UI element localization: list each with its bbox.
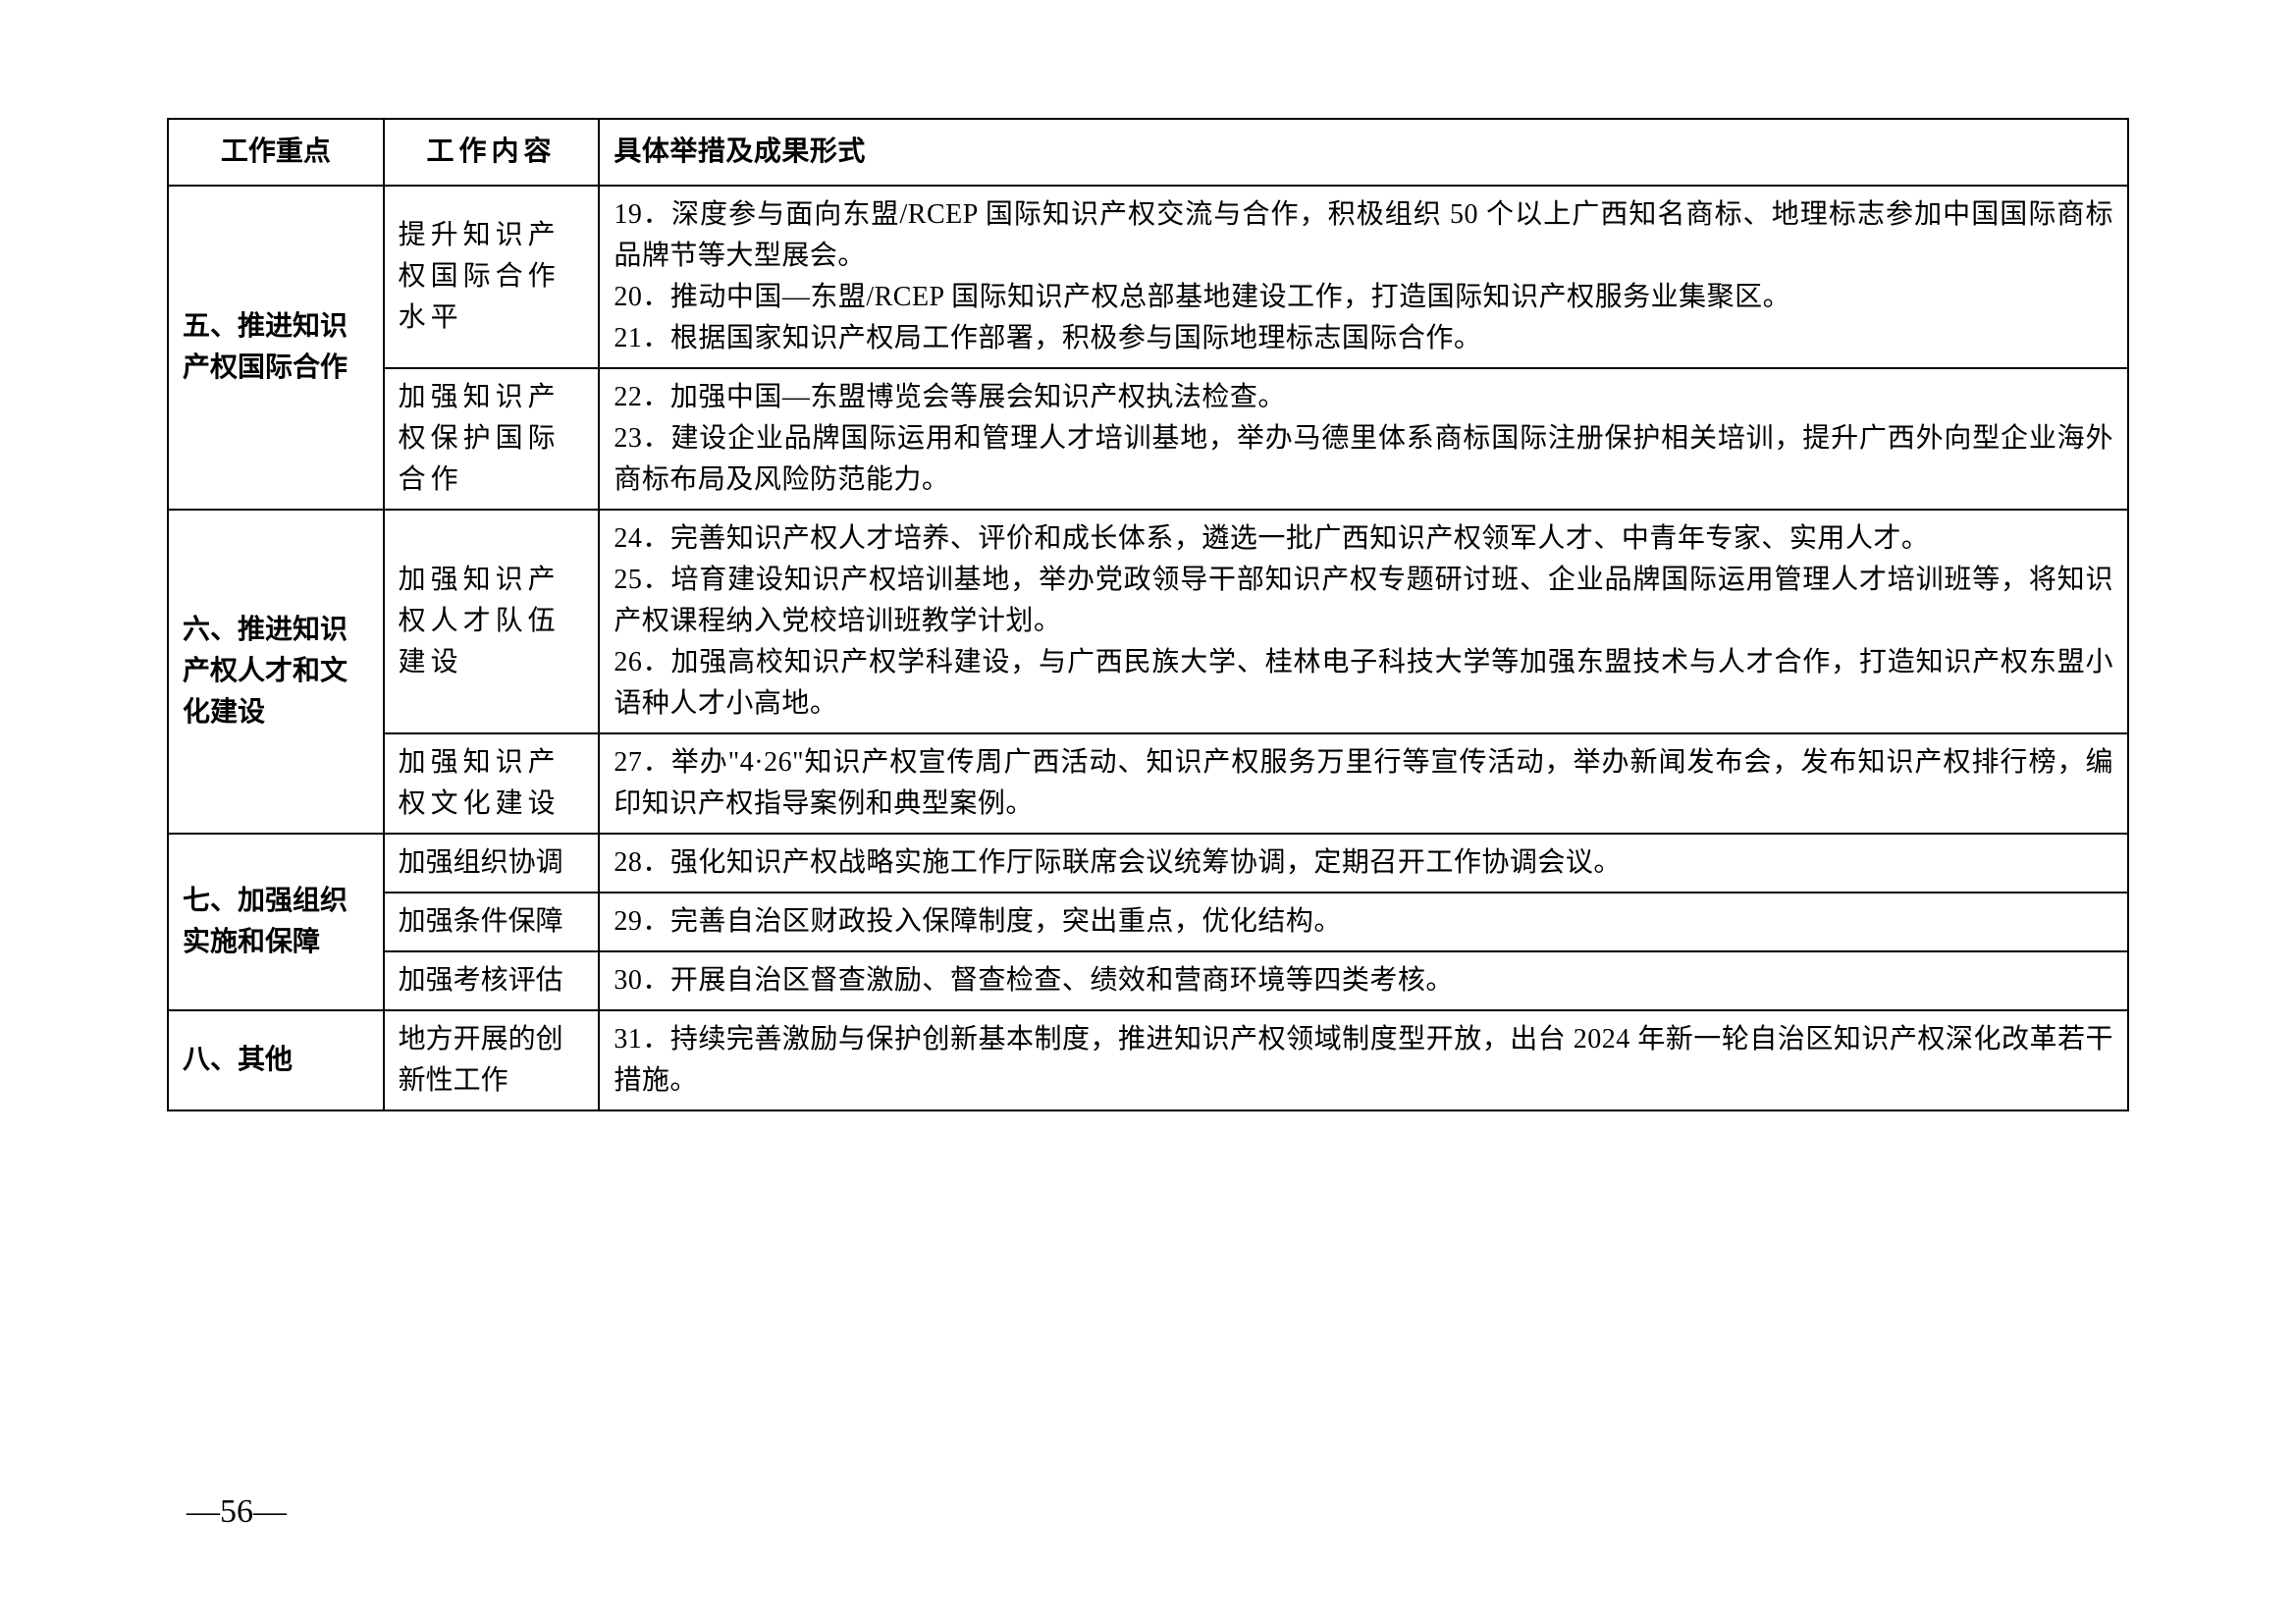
cell-measures: 28．强化知识产权战略实施工作厅际联席会议统筹协调，定期召开工作协调会议。 xyxy=(599,834,2128,893)
header-content: 工作内容 xyxy=(384,119,600,186)
cell-focus: 六、推进知识产权人才和文化建设 xyxy=(168,510,384,834)
table-body: 五、推进知识产权国际合作提升知识产权国际合作水平19．深度参与面向东盟/RCEP… xyxy=(168,186,2128,1110)
cell-content: 地方开展的创新性工作 xyxy=(384,1010,600,1110)
cell-measures: 19．深度参与面向东盟/RCEP 国际知识产权交流与合作，积极组织 50 个以上… xyxy=(599,186,2128,368)
cell-measures: 22．加强中国—东盟博览会等展会知识产权执法检查。23．建设企业品牌国际运用和管… xyxy=(599,368,2128,510)
work-plan-table: 工作重点 工作内容 具体举措及成果形式 五、推进知识产权国际合作提升知识产权国际… xyxy=(167,118,2129,1111)
cell-content: 加强知识产权文化建设 xyxy=(384,733,600,834)
page-number: —56— xyxy=(187,1493,287,1531)
table-row: 加强考核评估30．开展自治区督查激励、督查检查、绩效和营商环境等四类考核。 xyxy=(168,951,2128,1010)
cell-measures: 31．持续完善激励与保护创新基本制度，推进知识产权领域制度型开放，出台 2024… xyxy=(599,1010,2128,1110)
cell-measures: 30．开展自治区督查激励、督查检查、绩效和营商环境等四类考核。 xyxy=(599,951,2128,1010)
cell-measures: 29．完善自治区财政投入保障制度，突出重点，优化结构。 xyxy=(599,893,2128,951)
table-row: 加强知识产权文化建设27．举办"4·26"知识产权宣传周广西活动、知识产权服务万… xyxy=(168,733,2128,834)
table-row: 五、推进知识产权国际合作提升知识产权国际合作水平19．深度参与面向东盟/RCEP… xyxy=(168,186,2128,368)
table-row: 加强知识产权保护国际合作22．加强中国—东盟博览会等展会知识产权执法检查。23．… xyxy=(168,368,2128,510)
cell-content: 加强知识产权人才队伍建设 xyxy=(384,510,600,733)
cell-measures: 27．举办"4·26"知识产权宣传周广西活动、知识产权服务万里行等宣传活动，举办… xyxy=(599,733,2128,834)
cell-focus: 七、加强组织实施和保障 xyxy=(168,834,384,1010)
header-focus: 工作重点 xyxy=(168,119,384,186)
cell-content: 加强考核评估 xyxy=(384,951,600,1010)
table-header-row: 工作重点 工作内容 具体举措及成果形式 xyxy=(168,119,2128,186)
cell-focus: 五、推进知识产权国际合作 xyxy=(168,186,384,510)
cell-content: 加强组织协调 xyxy=(384,834,600,893)
cell-content: 加强知识产权保护国际合作 xyxy=(384,368,600,510)
cell-focus: 八、其他 xyxy=(168,1010,384,1110)
cell-content: 提升知识产权国际合作水平 xyxy=(384,186,600,368)
header-measures: 具体举措及成果形式 xyxy=(599,119,2128,186)
table-row: 六、推进知识产权人才和文化建设加强知识产权人才队伍建设24．完善知识产权人才培养… xyxy=(168,510,2128,733)
table-row: 加强条件保障29．完善自治区财政投入保障制度，突出重点，优化结构。 xyxy=(168,893,2128,951)
table-row: 八、其他地方开展的创新性工作31．持续完善激励与保护创新基本制度，推进知识产权领… xyxy=(168,1010,2128,1110)
cell-measures: 24．完善知识产权人才培养、评价和成长体系，遴选一批广西知识产权领军人才、中青年… xyxy=(599,510,2128,733)
cell-content: 加强条件保障 xyxy=(384,893,600,951)
table-row: 七、加强组织实施和保障加强组织协调28．强化知识产权战略实施工作厅际联席会议统筹… xyxy=(168,834,2128,893)
